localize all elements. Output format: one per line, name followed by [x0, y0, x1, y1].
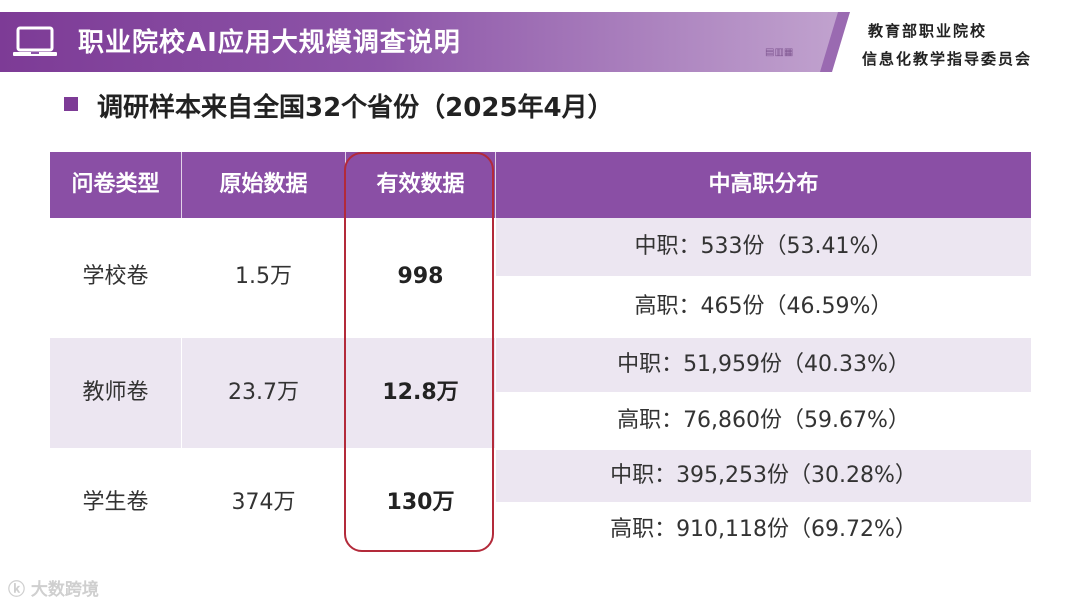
row1-valid: 998: [346, 218, 495, 336]
organization-name: 教育部职业院校 信息化教学指导委员会: [862, 17, 1076, 73]
section-subtitle: 调研样本来自全国32个省份（2025年4月）: [97, 93, 614, 123]
row1-dist-higher: 高职：465份（46.59%）: [496, 278, 1031, 336]
org-line-1: 教育部职业院校: [868, 22, 988, 40]
header-divider: [495, 152, 496, 218]
valid-data-highlight-frame: [344, 152, 494, 552]
row3-raw: 374万: [182, 450, 345, 556]
row1-raw: 1.5万: [182, 218, 345, 336]
header-divider: [181, 152, 182, 218]
header-raw-data: 原始数据: [219, 172, 308, 197]
watermark: ⓚ 大数跨境: [8, 575, 99, 600]
banner-ornament: ▤▥▦: [765, 47, 794, 58]
page-title: 职业院校AI应用大规模调查说明: [78, 28, 461, 58]
table-header-row: 问卷类型 原始数据 有效数据 中高职分布: [50, 152, 1031, 218]
row2-dist-higher: 高职：76,860份（59.67%）: [496, 394, 1031, 448]
header-valid-data: 有效数据: [376, 172, 465, 197]
row3-dist-higher: 高职：910,118份（69.72%）: [496, 504, 1031, 556]
row2-valid: 12.8万: [346, 338, 495, 448]
bullet-square-icon: [64, 97, 78, 111]
row3-type: 学生卷: [50, 450, 181, 556]
banner-slash-decoration: [820, 12, 850, 72]
row2-raw: 23.7万: [182, 338, 345, 448]
watermark-logo-icon: ⓚ: [8, 580, 25, 600]
title-banner: [0, 12, 850, 72]
row3-valid: 130万: [346, 450, 495, 556]
header-distribution: 中高职分布: [708, 172, 819, 197]
row1-dist-secondary: 中职：533份（53.41%）: [496, 218, 1031, 276]
row3-dist-secondary: 中职：395,253份（30.28%）: [496, 450, 1031, 502]
org-line-2: 信息化教学指导委员会: [862, 50, 1033, 68]
row2-dist-secondary: 中职：51,959份（40.33%）: [496, 338, 1031, 392]
survey-table: 问卷类型 原始数据 有效数据 中高职分布 学校卷 1.5万 998 中职：533…: [50, 152, 1031, 556]
header-questionnaire-type: 问卷类型: [71, 172, 160, 197]
row1-type: 学校卷: [50, 218, 181, 336]
laptop-icon: [13, 26, 57, 56]
watermark-text: 大数跨境: [30, 580, 99, 600]
row2-type: 教师卷: [50, 338, 181, 448]
